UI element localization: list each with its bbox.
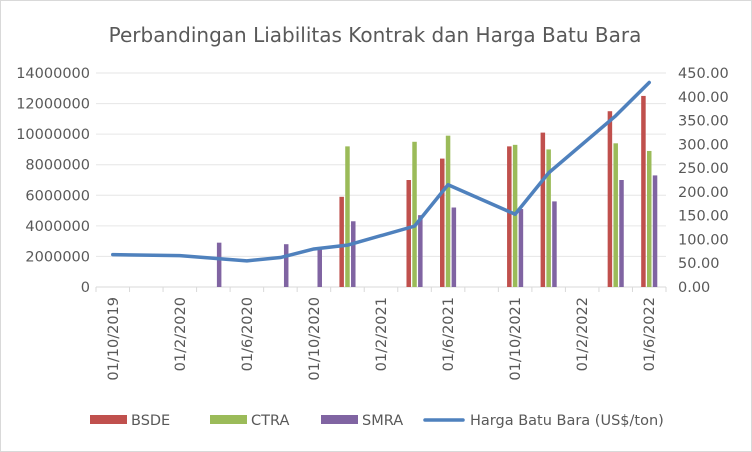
smra-bar [652, 175, 658, 287]
x-tick-label: 01/10/2021 [508, 297, 524, 381]
right-tick-label: 200.00 [678, 185, 729, 201]
x-axis: 01/10/2019 01/2/2020 01/6/2020 01/10/2020 01… [95, 287, 667, 381]
ctra-bar [445, 135, 451, 287]
right-tick-label: 400.00 [678, 90, 729, 106]
ctra-bar [613, 143, 618, 287]
smra-bar [552, 201, 557, 287]
bsde-bar [641, 95, 646, 287]
coal-price-line [111, 80, 651, 263]
ctra-bar [646, 150, 652, 287]
x-tick-label: 01/6/2022 [642, 297, 658, 371]
smra-bar [351, 221, 356, 287]
legend-swatch-ctra [210, 415, 247, 424]
left-tick-label: 0 [81, 280, 90, 296]
right-axis: 0.00 50.00 100.00 150.00 200.00 250.00 300.00 3… [678, 66, 729, 296]
bsde-bar [440, 158, 445, 287]
legend-label-ctra: CTRA [251, 413, 289, 429]
bsde-bar [339, 196, 344, 287]
smra-bar [518, 209, 524, 287]
right-tick-label: 450.00 [678, 66, 729, 82]
bsde-bar [540, 132, 546, 287]
x-tick-label: 01/10/2019 [106, 297, 122, 381]
right-tick-label: 100.00 [678, 232, 729, 248]
left-tick-label: 14000000 [16, 66, 90, 82]
right-tick-label: 150.00 [678, 209, 729, 225]
right-tick-label: 250.00 [678, 161, 729, 177]
x-tick-label: 01/6/2021 [441, 297, 457, 371]
legend-swatch-bsde [90, 415, 127, 424]
right-tick-label: 350.00 [678, 114, 729, 130]
left-tick-label: 2000000 [25, 249, 90, 265]
ctra-bar [546, 149, 551, 287]
smra-bar [317, 247, 322, 287]
smra-bar [283, 244, 289, 287]
x-tick-label: 01/2/2021 [374, 297, 390, 371]
ctra-bar [412, 141, 417, 287]
coal-price-line-series [111, 80, 651, 263]
bsde-bar [607, 111, 613, 287]
smra-bar [619, 180, 624, 287]
bsde-bar [406, 180, 411, 287]
left-axis: 0 2000000 4000000 6000000 8000000 10000000 120… [16, 66, 90, 296]
x-tick-label: 01/6/2020 [240, 297, 256, 371]
left-tick-label: 10000000 [16, 127, 90, 143]
legend-swatch-smra [321, 415, 358, 424]
right-tick-label: 300.00 [678, 137, 729, 153]
chart-title: Perbandingan Liabilitas Kontrak dan Harg… [109, 23, 642, 47]
legend: BSDE CTRA SMRA Harga Batu Bara (US$/ton) [90, 413, 664, 429]
legend-label-bsde: BSDE [131, 413, 170, 429]
x-tick-label: 01/2/2020 [173, 297, 189, 371]
x-tick-label: 01/2/2022 [575, 297, 591, 371]
ctra-bar [345, 146, 350, 287]
bsde-bar [507, 146, 512, 287]
smra-bar [418, 215, 423, 287]
right-tick-label: 0.00 [678, 280, 710, 296]
left-tick-label: 6000000 [25, 188, 90, 204]
smra-bar [216, 242, 222, 287]
left-tick-label: 12000000 [16, 97, 90, 113]
smra-bar [451, 207, 457, 287]
right-tick-label: 50.00 [678, 256, 720, 272]
left-tick-label: 4000000 [25, 219, 90, 235]
x-tick-label: 01/10/2020 [307, 297, 323, 381]
legend-label-coal-price: Harga Batu Bara (US$/ton) [470, 413, 664, 429]
legend-label-smra: SMRA [362, 413, 403, 429]
left-tick-label: 8000000 [25, 158, 90, 174]
